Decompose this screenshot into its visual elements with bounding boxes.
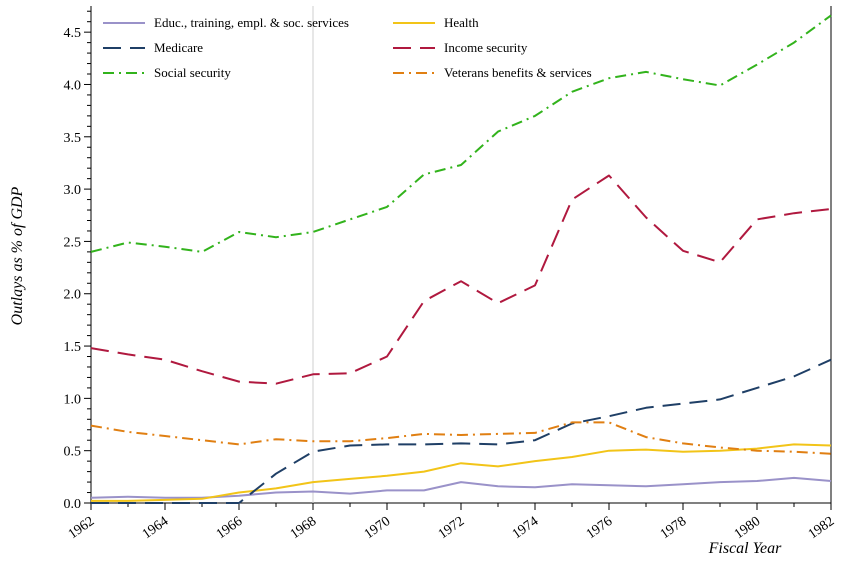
legend-label-1: Health <box>444 15 479 30</box>
y-tick-label: 4.0 <box>64 78 82 93</box>
y-axis-ticks: 0.0 0.5 1.0 1.5 2.0 2.5 3.0 3.5 4.0 4.5 <box>64 10 91 512</box>
y-tick-label: 4.5 <box>64 26 82 41</box>
x-axis-title: Fiscal Year <box>708 540 783 557</box>
y-tick-label: 2.0 <box>64 288 82 303</box>
legend-label-2: Medicare <box>154 40 203 55</box>
y-tick-label: 1.5 <box>64 340 82 355</box>
y-tick-label: 1.0 <box>64 392 82 407</box>
y-tick-label: 3.0 <box>64 183 82 198</box>
y-tick-label: 0.0 <box>64 497 82 512</box>
series-lines <box>90 14 832 504</box>
y-tick-label: 2.5 <box>64 235 82 250</box>
series-line-1 <box>91 443 832 502</box>
y-axis-title: Outlays as % of GDP <box>9 186 26 325</box>
y-tick-label: 0.5 <box>64 445 82 460</box>
legend-label-4: Social security <box>154 65 231 80</box>
series-line-3 <box>90 174 832 385</box>
series-line-5 <box>90 421 832 455</box>
series-line-2 <box>91 358 832 504</box>
legend-label-5: Veterans benefits & services <box>444 65 592 80</box>
legend: Educ., training, empl. & soc. services Me… <box>103 15 592 80</box>
legend-label-0: Educ., training, empl. & soc. services <box>154 15 349 30</box>
series-line-4 <box>90 14 832 253</box>
legend-label-3: Income security <box>444 40 528 55</box>
y-tick-label: 3.5 <box>64 131 82 146</box>
